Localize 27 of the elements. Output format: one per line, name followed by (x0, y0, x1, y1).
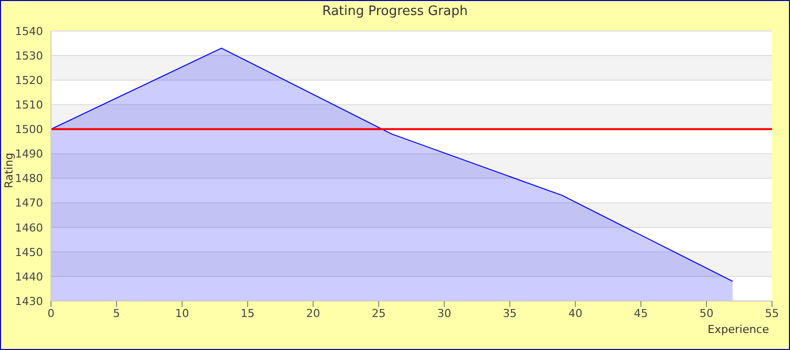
y-tick-label: 1520 (15, 74, 43, 87)
x-tick-label: 5 (113, 306, 120, 320)
y-tick-label: 1430 (15, 294, 43, 308)
chart-title: Rating Progress Graph (321, 4, 469, 19)
y-tick-label: 1510 (15, 98, 43, 112)
x-tick-label: 35 (502, 306, 517, 320)
x-tick-label: 50 (699, 306, 714, 320)
y-tick-label: 1530 (15, 49, 43, 62)
x-tick-label: 15 (240, 306, 255, 320)
y-tick-label: 1470 (15, 196, 43, 210)
y-tick-label: 1490 (15, 148, 43, 161)
y-tick-label: 1450 (15, 246, 43, 259)
y-tick-label: 1460 (15, 221, 43, 234)
y-tick-label: 1480 (15, 172, 43, 186)
x-tick-label: 40 (568, 306, 582, 320)
x-tick-label: 55 (765, 306, 779, 320)
x-axis-title: Experience (708, 323, 769, 336)
x-tick-label: 10 (175, 306, 190, 320)
x-tick-label: 30 (437, 306, 452, 320)
y-tick-label: 1440 (15, 270, 43, 284)
y-tick-label: 1540 (15, 24, 43, 38)
x-tick-label: 45 (634, 306, 648, 320)
x-tick-label: 0 (48, 306, 54, 320)
y-axis-title: Rating (2, 152, 16, 190)
x-tick-label: 25 (372, 306, 386, 320)
y-tick-label: 1500 (15, 123, 43, 136)
x-tick-label: 20 (306, 306, 320, 320)
